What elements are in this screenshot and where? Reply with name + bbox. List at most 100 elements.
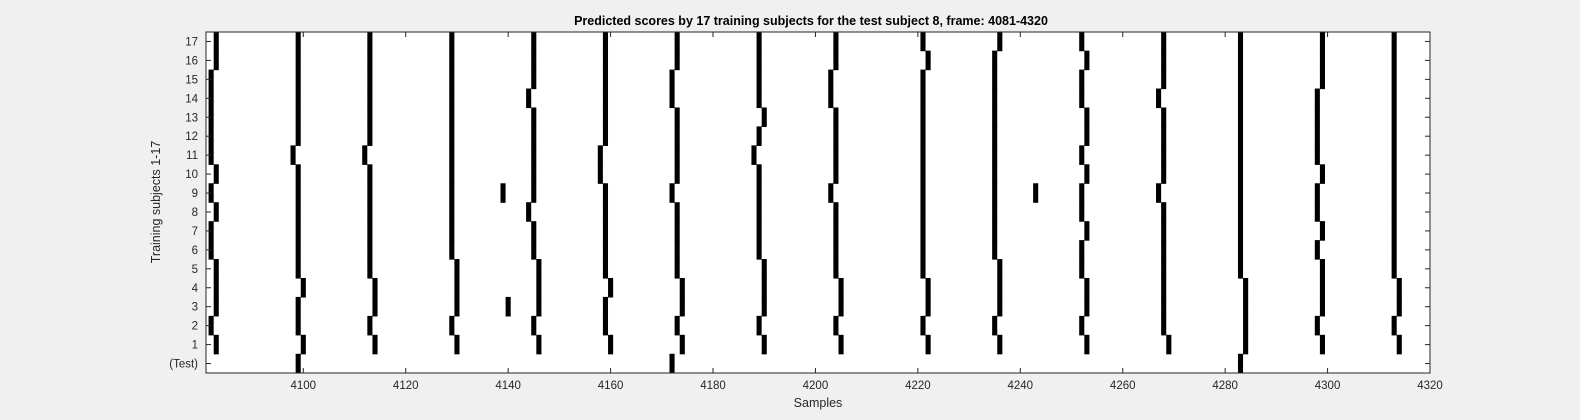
raster-mark — [1079, 88, 1085, 109]
raster-mark — [756, 50, 762, 71]
raster-mark — [208, 315, 214, 336]
raster-mark — [1237, 145, 1244, 165]
y-tick-label: 6 — [192, 245, 198, 257]
x-tick-label: 4300 — [1315, 380, 1341, 392]
raster-mark — [1237, 126, 1244, 146]
raster-mark — [1161, 69, 1167, 90]
raster-mark — [756, 221, 762, 241]
raster-mark — [295, 31, 301, 52]
x-axis-ticks: 4100 4120 4140 4160 4180 4200 4220 4240 4260 4280… — [291, 32, 1443, 392]
raster-mark — [992, 126, 998, 146]
raster-mark — [208, 145, 214, 165]
raster-mark — [1396, 296, 1402, 317]
y-tick-label: 5 — [192, 264, 198, 276]
raster-mark — [1166, 334, 1172, 355]
raster-mark — [449, 164, 455, 184]
raster-mark — [536, 277, 542, 298]
raster-mark — [449, 202, 455, 222]
raster-mark — [828, 183, 834, 203]
raster-mark — [531, 315, 537, 336]
raster-mark — [1319, 69, 1325, 90]
raster-mark — [208, 221, 214, 241]
raster-mark — [208, 240, 214, 260]
raster-mark — [925, 277, 931, 298]
raster-mark — [1079, 315, 1085, 336]
raster-mark — [1319, 259, 1325, 279]
raster-mark — [1084, 107, 1090, 128]
raster-mark — [367, 107, 373, 128]
raster-mark — [992, 107, 998, 128]
raster-mark — [536, 334, 542, 355]
raster-mark — [1161, 277, 1167, 298]
raster-mark — [1237, 259, 1244, 279]
raster-mark — [1314, 240, 1320, 260]
raster-mark — [1391, 88, 1397, 109]
raster-mark — [602, 69, 609, 90]
raster-mark — [920, 202, 926, 222]
raster-mark — [1319, 277, 1325, 298]
raster-mark — [833, 202, 839, 222]
raster-mark — [1391, 31, 1397, 52]
raster-mark — [1161, 202, 1167, 222]
raster-mark — [756, 164, 762, 184]
raster-mark — [1237, 164, 1244, 184]
x-tick-label: 4220 — [905, 380, 931, 392]
raster-mark — [669, 88, 675, 109]
raster-mark — [1391, 315, 1397, 336]
raster-mark — [1314, 183, 1320, 203]
raster-mark — [449, 50, 455, 71]
raster-mark — [920, 126, 926, 146]
raster-mark — [602, 50, 609, 71]
raster-mark — [454, 334, 460, 355]
raster-mark — [367, 259, 373, 279]
y-tick-label: 13 — [185, 112, 198, 124]
raster-mark — [1391, 221, 1397, 241]
raster-mark — [1084, 126, 1090, 146]
raster-mark — [679, 277, 685, 298]
raster-mark — [756, 88, 762, 109]
raster-mark — [1319, 221, 1325, 241]
x-tick-label: 4120 — [393, 380, 419, 392]
raster-mark — [1314, 145, 1320, 165]
raster-mark — [208, 183, 214, 203]
raster-mark — [833, 126, 839, 146]
raster-mark — [449, 315, 455, 336]
raster-mark — [756, 126, 762, 146]
raster-mark — [208, 69, 214, 90]
raster-mark — [1079, 145, 1085, 165]
raster-mark — [997, 296, 1003, 317]
raster-mark — [1161, 31, 1167, 52]
y-tick-label: 10 — [185, 169, 198, 181]
raster-mark — [997, 334, 1003, 355]
raster-mark — [531, 221, 537, 241]
raster-mark — [449, 145, 455, 165]
raster-mark — [1079, 69, 1085, 90]
raster-mark — [300, 334, 306, 355]
raster-mark — [300, 277, 306, 298]
raster-mark — [449, 240, 455, 260]
raster-mark — [833, 31, 839, 52]
raster-mark — [833, 315, 839, 336]
raster-mark — [1237, 88, 1244, 109]
raster-mark — [992, 145, 998, 165]
raster-mark — [761, 107, 767, 128]
raster-mark — [838, 296, 844, 317]
raster-mark — [1391, 69, 1397, 90]
raster-mark — [838, 334, 844, 355]
raster-mark — [925, 296, 931, 317]
raster-mark — [920, 107, 926, 128]
raster-mark — [925, 334, 931, 355]
raster-mark — [608, 277, 614, 298]
raster-mark — [1161, 145, 1167, 165]
raster-mark — [1319, 50, 1325, 71]
raster-mark — [1161, 126, 1167, 146]
raster-mark — [602, 259, 609, 279]
raster-mark — [531, 126, 537, 146]
raster-mark — [213, 296, 219, 317]
raster-mark — [1084, 277, 1090, 298]
raster-mark — [536, 259, 542, 279]
raster-mark — [1161, 164, 1167, 184]
raster-mark — [372, 334, 378, 355]
raster-mark — [531, 107, 537, 128]
